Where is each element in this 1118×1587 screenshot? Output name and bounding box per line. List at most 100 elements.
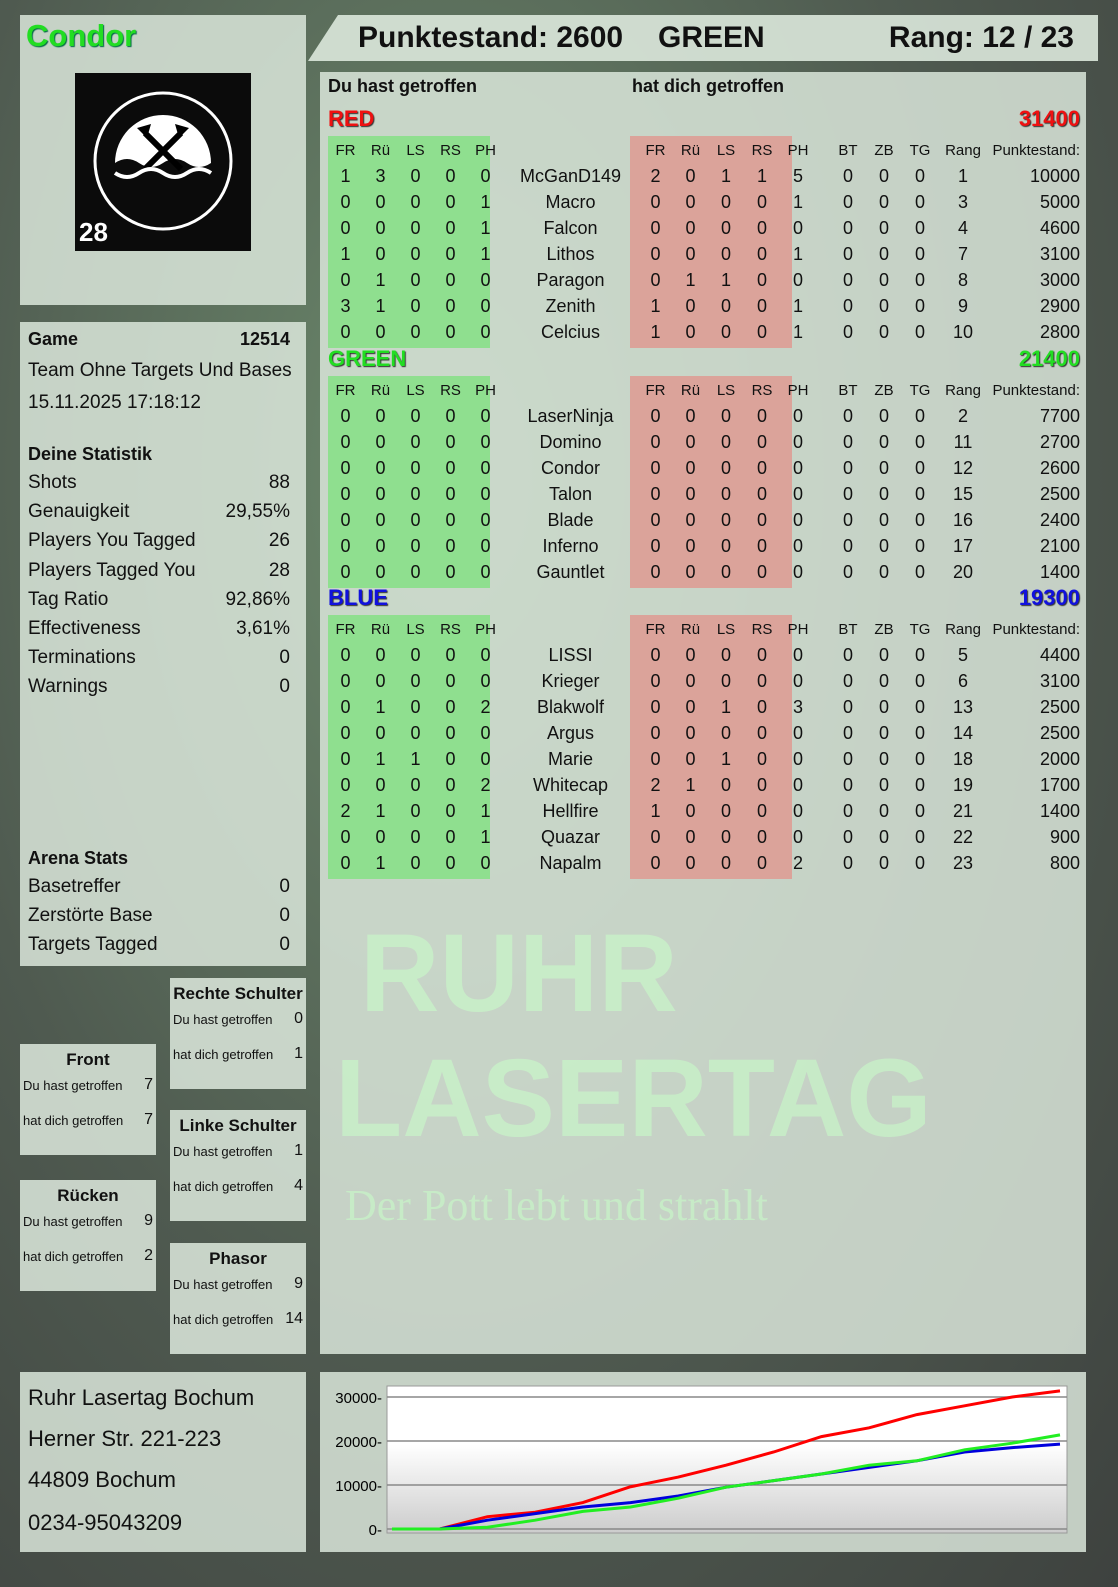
player-row[interactable]: 0 0 0 0 2 Whitecap 2 1 0 0 0 0 0 0 19 1700 bbox=[328, 772, 1080, 798]
hit-you-label: hat dich getroffen bbox=[173, 1312, 274, 1327]
player-row[interactable]: 0 0 0 0 0 Gauntlet 0 0 0 0 0 0 0 0 20 1400 bbox=[328, 559, 1080, 585]
player-stat: 0 bbox=[792, 269, 803, 290]
player-name: Celcius bbox=[540, 321, 601, 342]
club-logo: 28 bbox=[75, 73, 251, 251]
player-row[interactable]: 0 0 0 0 1 Falcon 0 0 0 0 0 0 0 0 4 4600 bbox=[328, 215, 1080, 241]
player-stat: 0 bbox=[756, 217, 767, 238]
player-row[interactable]: 0 1 1 0 0 Marie 0 0 1 0 0 0 0 0 18 2000 bbox=[328, 746, 1080, 772]
player-stat: 0 bbox=[410, 483, 421, 504]
arena-value: 0 bbox=[279, 905, 290, 926]
player-name: LISSI bbox=[548, 644, 593, 665]
player-stat: 2500 bbox=[1039, 722, 1080, 743]
player-stat: 0 bbox=[685, 509, 696, 530]
stat-label: Genauigkeit bbox=[28, 501, 130, 523]
player-stat: 1 bbox=[650, 800, 661, 821]
column-header: BT bbox=[838, 381, 858, 399]
player-stat: 0 bbox=[720, 670, 731, 691]
player-stat: 0 bbox=[410, 696, 421, 717]
hit-you-label: hat dich getroffen bbox=[23, 1249, 124, 1264]
player-stat: 0 bbox=[756, 191, 767, 212]
player-stat: 1 bbox=[650, 295, 661, 316]
hit-you-heading: hat dich getroffen bbox=[632, 76, 784, 96]
player-row[interactable]: 1 3 0 0 0 McGanD149 2 0 1 1 5 0 0 0 1 10000 bbox=[328, 163, 1080, 189]
player-name: Argus bbox=[546, 722, 595, 743]
player-stat: 0 bbox=[842, 295, 853, 316]
player-stat: 0 bbox=[410, 405, 421, 426]
player-stat: 0 bbox=[842, 509, 853, 530]
player-stat: 0 bbox=[375, 457, 386, 478]
player-stat: 0 bbox=[480, 722, 491, 743]
column-header: Rü bbox=[680, 620, 701, 638]
player-row[interactable]: 0 1 0 0 2 Blakwolf 0 0 1 0 3 0 0 0 13 2500 bbox=[328, 694, 1080, 720]
player-stat: 0 bbox=[878, 748, 889, 769]
hit-you-highlight bbox=[630, 136, 792, 348]
player-row[interactable]: 0 0 0 0 0 Condor 0 0 0 0 0 0 0 0 12 2600 bbox=[328, 455, 1080, 481]
player-name: Quazar bbox=[540, 826, 601, 847]
player-row[interactable]: 0 0 0 0 0 LISSI 0 0 0 0 0 0 0 0 5 4400 bbox=[328, 642, 1080, 668]
player-stat: 0 bbox=[650, 457, 661, 478]
player-stat: 0 bbox=[340, 561, 351, 582]
player-stat: 0 bbox=[445, 269, 456, 290]
player-row[interactable]: 0 0 0 0 0 Celcius 1 0 0 0 1 0 0 0 10 2800 bbox=[328, 319, 1080, 345]
player-stat: 0 bbox=[445, 800, 456, 821]
player-row[interactable]: 0 1 0 0 0 Paragon 0 1 1 0 0 0 0 0 8 3000 bbox=[328, 267, 1080, 293]
player-stat: 0 bbox=[445, 696, 456, 717]
player-stat: 0 bbox=[720, 826, 731, 847]
player-stat: 0 bbox=[340, 509, 351, 530]
player-stat: 0 bbox=[914, 191, 925, 212]
player-stat: 11 bbox=[953, 431, 973, 452]
player-stat: 0 bbox=[445, 852, 456, 873]
you-hit-count: 1 bbox=[294, 1142, 303, 1159]
player-stat: 0 bbox=[410, 509, 421, 530]
game-panel bbox=[20, 322, 306, 966]
player-stat: 0 bbox=[842, 774, 853, 795]
player-stat: 0 bbox=[720, 191, 731, 212]
player-row[interactable]: 2 1 0 0 1 Hellfire 1 0 0 0 0 0 0 0 21 1400 bbox=[328, 798, 1080, 824]
player-row[interactable]: 0 0 0 0 0 Domino 0 0 0 0 0 0 0 0 11 2700 bbox=[328, 429, 1080, 455]
player-stat: 1 bbox=[685, 269, 696, 290]
player-stat: 0 bbox=[756, 774, 767, 795]
arena-value: 0 bbox=[279, 934, 290, 955]
player-stat: 1 bbox=[375, 696, 386, 717]
player-stat: 1 bbox=[720, 748, 731, 769]
player-row[interactable]: 3 1 0 0 0 Zenith 1 0 0 0 1 0 0 0 9 2900 bbox=[328, 293, 1080, 319]
player-stat: 2 bbox=[650, 165, 661, 186]
player-stat: 0 bbox=[650, 722, 661, 743]
player-row[interactable]: 1 0 0 0 1 Lithos 0 0 0 0 1 0 0 0 7 3100 bbox=[328, 241, 1080, 267]
player-row[interactable]: 0 0 0 0 1 Macro 0 0 0 0 1 0 0 0 3 5000 bbox=[328, 189, 1080, 215]
player-stat: 0 bbox=[842, 405, 853, 426]
arena-label: Zerstörte Base bbox=[28, 905, 153, 926]
player-stat: 2100 bbox=[1039, 535, 1080, 556]
player-row[interactable]: 0 0 0 0 0 Blade 0 0 0 0 0 0 0 0 16 2400 bbox=[328, 507, 1080, 533]
score-chart: 0- 10000- 20000- 30000- bbox=[335, 1385, 1068, 1539]
player-stat: 1 bbox=[480, 243, 491, 264]
player-stat: 0 bbox=[842, 431, 853, 452]
player-stat: 0 bbox=[720, 431, 731, 452]
player-row[interactable]: 0 0 0 0 0 Argus 0 0 0 0 0 0 0 0 14 2500 bbox=[328, 720, 1080, 746]
player-row[interactable]: 0 0 0 0 0 Talon 0 0 0 0 0 0 0 0 15 2500 bbox=[328, 481, 1080, 507]
team-score: 19300 bbox=[1018, 585, 1080, 610]
player-stat: 0 bbox=[650, 696, 661, 717]
player-stat: 0 bbox=[878, 457, 889, 478]
player-stat: 18 bbox=[952, 748, 974, 769]
player-row[interactable]: 0 0 0 0 1 Quazar 0 0 0 0 0 0 0 0 22 900 bbox=[328, 824, 1080, 850]
address-panel bbox=[20, 1372, 306, 1552]
you-hit-label: Du hast getroffen bbox=[173, 1277, 273, 1292]
player-stat: 0 bbox=[340, 269, 351, 290]
player-stat: 0 bbox=[650, 826, 661, 847]
player-stat: 22 bbox=[952, 826, 974, 847]
arena-label: Targets Tagged bbox=[28, 934, 158, 955]
player-stat: 0 bbox=[792, 748, 803, 769]
player-stat: 7 bbox=[957, 243, 968, 264]
player-stat: 0 bbox=[842, 696, 853, 717]
player-row[interactable]: 0 0 0 0 0 Krieger 0 0 0 0 0 0 0 0 6 3100 bbox=[328, 668, 1080, 694]
player-row[interactable]: 0 0 0 0 0 LaserNinja 0 0 0 0 0 0 0 0 2 7700 bbox=[328, 403, 1080, 429]
player-stat: 2000 bbox=[1039, 748, 1080, 769]
player-stat: 0 bbox=[375, 217, 386, 238]
player-stat: 0 bbox=[480, 269, 491, 290]
player-stat: 0 bbox=[914, 431, 925, 452]
player-stat: 0 bbox=[340, 483, 351, 504]
player-row[interactable]: 0 1 0 0 0 Napalm 0 0 0 0 2 0 0 0 23 800 bbox=[328, 850, 1080, 876]
player-row[interactable]: 0 0 0 0 0 Inferno 0 0 0 0 0 0 0 0 17 2100 bbox=[328, 533, 1080, 559]
player-stat: 0 bbox=[340, 457, 351, 478]
